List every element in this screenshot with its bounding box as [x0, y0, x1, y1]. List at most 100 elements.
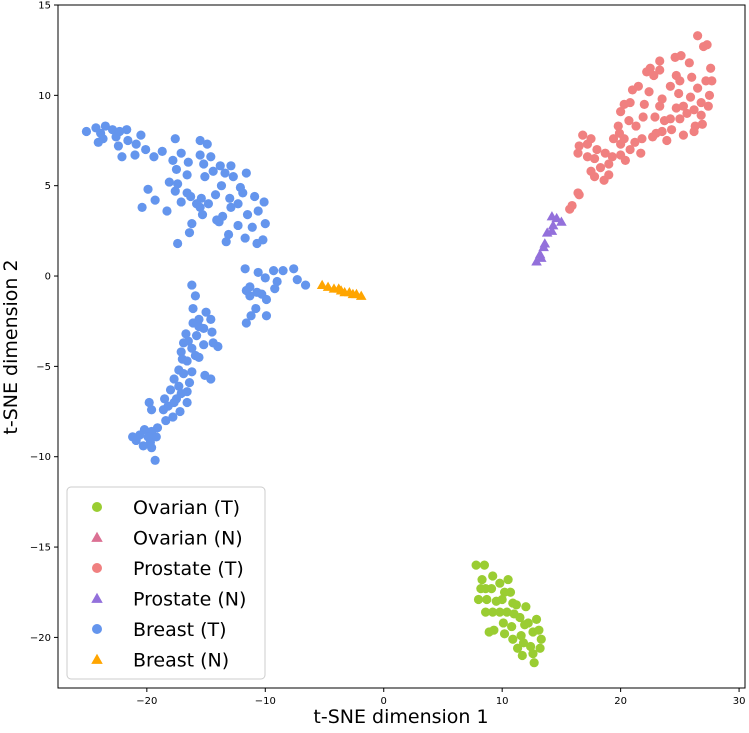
- y-tick-label: −5: [36, 362, 51, 373]
- data-point-prostate-t: [684, 58, 694, 68]
- data-point-ovarian-t: [497, 594, 507, 605]
- data-point-ovarian-t: [471, 560, 481, 570]
- data-point-breast-t: [184, 228, 195, 238]
- data-point-ovarian-t: [495, 578, 505, 588]
- data-point-breast-t: [253, 206, 263, 216]
- y-tick-label: 10: [38, 91, 51, 102]
- legend-items: Ovarian (T) Ovarian (N) Prostate (T) Prosta…: [91, 497, 246, 672]
- data-point-prostate-t: [678, 101, 689, 111]
- data-point-prostate-t: [666, 125, 677, 135]
- data-point-breast-t: [182, 397, 192, 408]
- data-point-prostate-t: [633, 81, 643, 91]
- data-point-breast-t: [278, 266, 288, 276]
- data-point-breast-t: [261, 311, 272, 321]
- data-point-breast-t: [201, 307, 211, 317]
- y-axis-label: t-SNE dimension 2: [0, 259, 22, 434]
- data-point-breast-t: [226, 161, 236, 171]
- data-point-breast-t: [214, 217, 224, 227]
- data-point-prostate-n: [556, 216, 567, 226]
- data-point-breast-t: [186, 191, 196, 202]
- data-point-breast-t: [149, 152, 159, 162]
- legend-marker-prostate-t: [92, 563, 102, 573]
- data-point-prostate-t: [674, 88, 684, 99]
- data-point-breast-t: [117, 152, 127, 162]
- data-point-prostate-n: [551, 212, 562, 223]
- data-point-prostate-t: [620, 155, 630, 165]
- data-point-breast-t: [260, 219, 270, 229]
- data-point-breast-t: [226, 202, 236, 212]
- data-point-breast-t: [168, 412, 178, 422]
- x-tick-label: 20: [614, 696, 627, 707]
- data-point-ovarian-t: [517, 650, 527, 661]
- data-point-breast-t: [220, 168, 230, 178]
- data-point-breast-t: [184, 378, 195, 388]
- data-point-ovarian-t: [505, 587, 516, 597]
- data-point-breast-t: [164, 177, 174, 187]
- data-point-breast-t: [233, 199, 243, 209]
- data-point-breast-t: [170, 186, 180, 196]
- legend-label-ovarian-t: Ovarian (T): [133, 497, 240, 519]
- data-point-breast-n: [355, 290, 367, 300]
- x-axis-ticks: −20 −10 0 10 20 30: [136, 688, 745, 707]
- data-point-prostate-n: [538, 241, 549, 252]
- data-point-breast-t: [195, 150, 205, 160]
- data-point-ovarian-t: [528, 649, 538, 659]
- plot-area-frame: [57, 4, 746, 689]
- data-point-ovarian-t: [521, 602, 531, 612]
- data-point-ovarian-t: [488, 607, 498, 617]
- data-point-prostate-t: [659, 116, 670, 126]
- y-tick-label: 0: [45, 272, 51, 283]
- data-point-prostate-t: [604, 159, 614, 169]
- data-point-prostate-t: [662, 135, 672, 146]
- data-point-breast-t: [223, 229, 234, 240]
- legend-marker-breast-t: [92, 624, 102, 634]
- x-tick-label: 30: [733, 696, 746, 707]
- data-point-prostate-t: [574, 190, 584, 200]
- data-point-breast-t: [272, 276, 282, 287]
- data-point-breast-t: [195, 135, 205, 146]
- data-point-breast-t: [169, 374, 179, 384]
- x-tick-label: 10: [496, 696, 509, 707]
- data-point-prostate-n: [541, 227, 553, 237]
- data-point-breast-t: [260, 273, 270, 283]
- legend-marker-ovarian-n: [91, 531, 103, 542]
- data-point-breast-t: [194, 352, 204, 362]
- legend-label-breast-t: Breast (T): [133, 619, 227, 641]
- data-point-prostate-t: [600, 148, 610, 158]
- data-point-breast-t: [289, 264, 299, 274]
- data-point-prostate-t: [616, 107, 626, 117]
- legend: Ovarian (T) Ovarian (N) Prostate (T) Prosta…: [66, 486, 266, 680]
- data-point-breast-t: [216, 181, 227, 191]
- data-point-breast-t: [215, 161, 225, 171]
- data-point-prostate-t: [675, 114, 685, 124]
- data-point-breast-t: [176, 347, 186, 357]
- data-point-prostate-t: [649, 70, 659, 81]
- data-point-ovarian-t: [498, 618, 508, 628]
- data-point-breast-t: [175, 406, 185, 417]
- data-point-prostate-t: [619, 99, 629, 109]
- data-point-breast-t: [176, 148, 186, 158]
- data-point-prostate-t: [636, 148, 646, 158]
- data-point-breast-t: [187, 367, 197, 377]
- data-point-ovarian-t: [484, 627, 494, 637]
- data-point-ovarian-t: [534, 625, 544, 635]
- data-point-breast-t: [170, 134, 180, 144]
- data-point-prostate-t: [665, 81, 675, 91]
- y-tick-label: −10: [30, 452, 51, 463]
- data-point-breast-t: [300, 280, 311, 290]
- data-point-breast-t: [158, 405, 169, 415]
- legend-marker-breast-n: [91, 653, 103, 664]
- data-point-prostate-t: [655, 56, 665, 66]
- data-point-breast-t: [251, 303, 261, 314]
- y-tick-label: 15: [38, 1, 51, 12]
- data-point-breast-t: [206, 152, 216, 162]
- data-point-ovarian-t: [526, 641, 536, 652]
- data-point-ovarian-t: [508, 634, 518, 644]
- data-point-breast-t: [146, 405, 157, 415]
- data-point-prostate-t: [655, 101, 665, 111]
- data-point-prostate-t: [693, 31, 703, 41]
- data-point-prostate-t: [687, 72, 697, 82]
- data-point-breast-t: [143, 184, 153, 194]
- data-point-breast-t: [146, 443, 157, 453]
